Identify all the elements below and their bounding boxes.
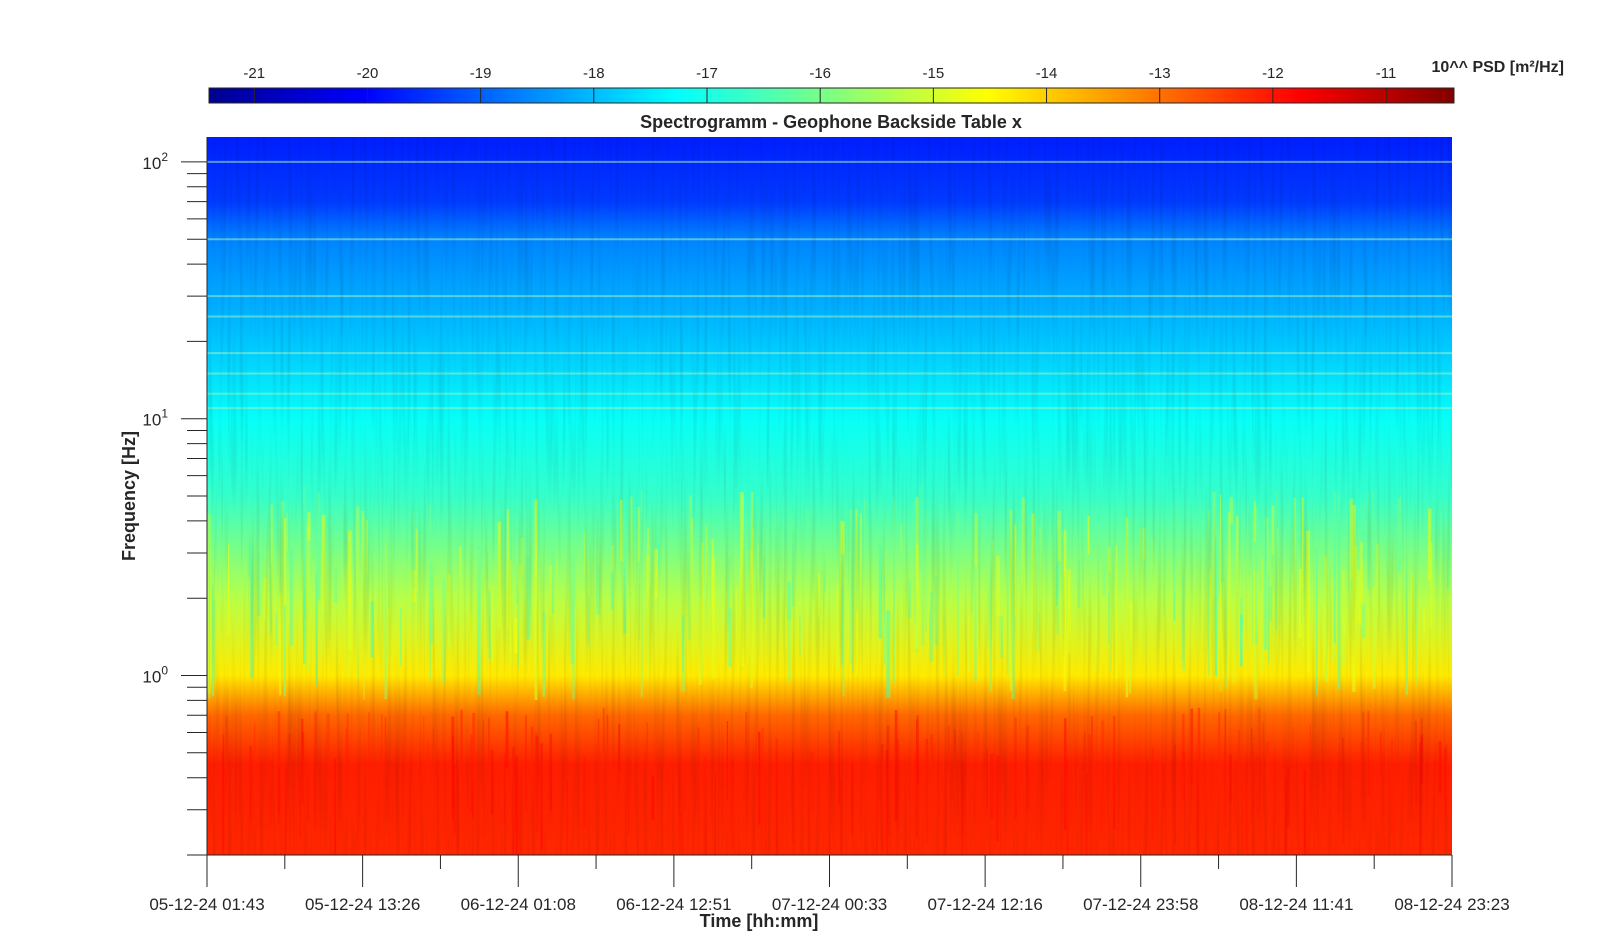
colorbar-tick-label: -13	[1149, 65, 1171, 82]
y-tick-label: 101	[142, 407, 168, 430]
spectrogram-texture	[207, 137, 1452, 855]
colorbar-label: 10^^ PSD [m²/Hz]	[1432, 59, 1564, 76]
spectrogram-image	[207, 137, 1452, 855]
x-axis: 05-12-24 01:43 05-12-24 13:26 06-12-24 01:…	[149, 854, 1510, 914]
colorbar-tick-label: -15	[923, 65, 945, 82]
colorbar-tick-label: -21	[243, 65, 265, 82]
colorbar-frame	[208, 87, 1455, 104]
y-axis-label: Frequency [Hz]	[119, 431, 139, 561]
x-tick-label: 07-12-24 12:16	[927, 895, 1042, 914]
colorbar-tick-label: -16	[809, 65, 831, 82]
x-tick-label: 08-12-24 11:41	[1239, 895, 1353, 914]
chart-title: Spectrogramm - Geophone Backside Table x	[640, 112, 1022, 132]
colorbar-tick-label: -14	[1036, 65, 1058, 82]
y-tick-label: 102	[142, 150, 168, 173]
x-tick-label: 05-12-24 01:43	[149, 895, 264, 914]
y-tick-label: 100	[142, 664, 168, 687]
x-tick-label: 06-12-24 01:08	[461, 895, 576, 914]
colorbar-ticks: -21 -20 -19 -18 -17 -16 -15 -14 -13 -12 -11	[243, 65, 1396, 103]
colorbar-tick-label: -12	[1262, 65, 1284, 82]
x-tick-label: 07-12-24 23:58	[1083, 895, 1198, 914]
colorbar-tick-label: -19	[470, 65, 492, 82]
colorbar-tick-label: -17	[696, 65, 718, 82]
colorbar-tick-label: -20	[357, 65, 379, 82]
x-tick-label: 06-12-24 12:51	[616, 895, 731, 914]
x-axis-label: Time [hh:mm]	[700, 911, 819, 931]
x-tick-label: 08-12-24 23:23	[1394, 895, 1509, 914]
x-tick-label: 05-12-24 13:26	[305, 895, 420, 914]
colorbar: -21 -20 -19 -18 -17 -16 -15 -14 -13 -12 -11 10^^ P…	[208, 59, 1564, 104]
colorbar-gradient	[209, 88, 1454, 103]
x-tick-label: 07-12-24 00:33	[772, 895, 887, 914]
y-axis: 100 101 102	[142, 137, 208, 856]
colorbar-tick-label: -18	[583, 65, 605, 82]
colorbar-tick-label: -11	[1376, 65, 1397, 82]
